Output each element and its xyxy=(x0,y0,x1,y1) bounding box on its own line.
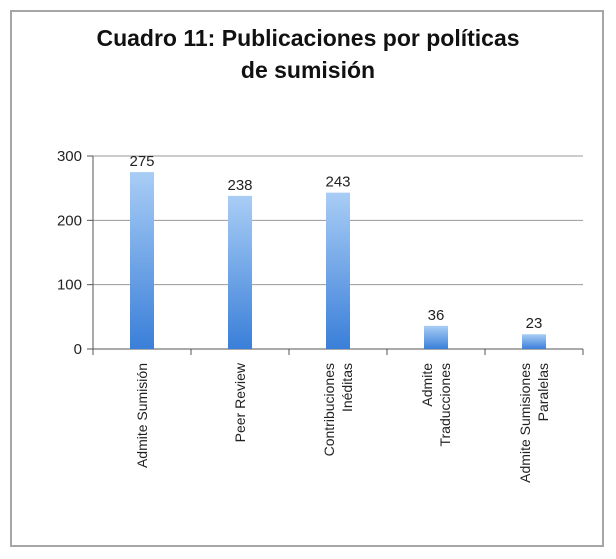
chart-title: Cuadro 11: Publicaciones por políticas d… xyxy=(0,22,616,86)
category-label-2-1: Inéditas xyxy=(339,363,355,412)
data-label-4: 23 xyxy=(526,315,543,332)
category-label-1-0: Peer Review xyxy=(232,362,248,442)
bar-4 xyxy=(522,334,546,349)
data-label-1: 238 xyxy=(227,177,252,194)
bar-3 xyxy=(424,325,448,349)
chart-title-line-2: de sumisión xyxy=(240,57,376,83)
data-label-0: 275 xyxy=(129,153,154,170)
data-label-2: 243 xyxy=(325,174,350,191)
category-label-0-0: Admite Sumisión xyxy=(134,363,150,468)
bar-1 xyxy=(228,195,252,349)
data-label-3: 36 xyxy=(428,307,445,324)
y-tick-label-300: 300 xyxy=(57,148,82,165)
chart-frame xyxy=(10,10,604,547)
y-tick-label-0: 0 xyxy=(74,341,82,358)
bar-2 xyxy=(326,192,350,349)
category-label-2-0: Contribuciones xyxy=(321,363,337,456)
category-label-3-0: Admite xyxy=(419,363,435,407)
category-label-3-1: Traducciones xyxy=(437,363,453,447)
category-label-4-1: Paralelas xyxy=(535,363,551,421)
y-tick-label-100: 100 xyxy=(57,277,82,294)
y-tick-label-200: 200 xyxy=(57,212,82,229)
bar-0 xyxy=(130,172,154,349)
chart-title-line-1: Cuadro 11: Publicaciones por políticas xyxy=(96,25,520,51)
category-label-4-0: Admite Sumisiones xyxy=(517,363,533,483)
